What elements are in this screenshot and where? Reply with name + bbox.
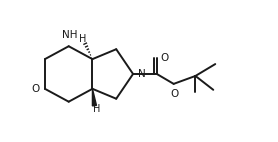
- Text: O: O: [170, 89, 179, 99]
- Polygon shape: [92, 89, 96, 106]
- Text: O: O: [161, 53, 169, 63]
- Text: H: H: [93, 104, 100, 114]
- Text: H: H: [79, 34, 86, 44]
- Text: NH: NH: [62, 30, 78, 40]
- Text: N: N: [138, 69, 146, 79]
- Text: O: O: [32, 84, 40, 94]
